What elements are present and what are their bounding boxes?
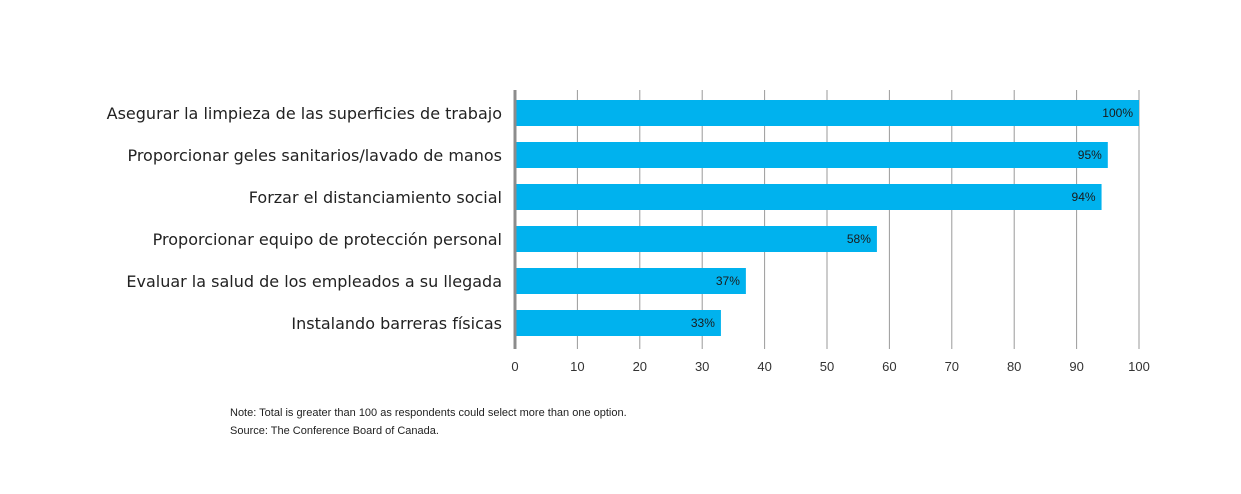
- value-labels: 100% 95% 94% 58% 37% 33%: [691, 106, 1133, 330]
- x-tick-label-80: 80: [1007, 359, 1021, 374]
- x-tick-label-50: 50: [820, 359, 834, 374]
- x-tick-label-60: 60: [882, 359, 896, 374]
- source-text: Source: The Conference Board of Canada.: [230, 425, 439, 437]
- x-tick-labels: 0 10 20 30 40 50 60 70 80 90 100: [511, 359, 1149, 374]
- bars: [515, 100, 1139, 336]
- x-tick-label-40: 40: [757, 359, 771, 374]
- value-label-2: 94%: [1072, 190, 1096, 204]
- gridlines: [576, 90, 1140, 349]
- category-label-3: Proporcionar equipo de protección person…: [153, 230, 502, 249]
- value-label-5: 33%: [691, 316, 715, 330]
- bar-0: [515, 100, 1139, 126]
- category-label-2: Forzar el distanciamiento social: [249, 188, 502, 207]
- value-label-4: 37%: [716, 274, 740, 288]
- x-tick-label-20: 20: [633, 359, 647, 374]
- category-label-0: Asegurar la limpieza de las superficies …: [107, 104, 502, 123]
- category-label-4: Evaluar la salud de los empleados a su l…: [126, 272, 502, 291]
- bar-chart: Asegurar la limpieza de las superficies …: [107, 90, 1150, 374]
- x-tick-label-10: 10: [570, 359, 584, 374]
- x-tick-label-70: 70: [945, 359, 959, 374]
- bar-1: [515, 142, 1108, 168]
- x-tick-label-100: 100: [1128, 359, 1150, 374]
- value-label-3: 58%: [847, 232, 871, 246]
- bar-3: [515, 226, 877, 252]
- bar-2: [515, 184, 1102, 210]
- x-tick-label-90: 90: [1069, 359, 1083, 374]
- x-tick-label-30: 30: [695, 359, 709, 374]
- note-text: Note: Total is greater than 100 as respo…: [230, 407, 627, 419]
- bar-4: [515, 268, 746, 294]
- category-label-5: Instalando barreras físicas: [291, 314, 502, 333]
- value-label-0: 100%: [1102, 106, 1133, 120]
- value-label-1: 95%: [1078, 148, 1102, 162]
- chart-notes: Note: Total is greater than 100 as respo…: [230, 404, 627, 440]
- bar-5: [515, 310, 721, 336]
- x-tick-label-0: 0: [511, 359, 518, 374]
- category-labels: Asegurar la limpieza de las superficies …: [107, 104, 502, 333]
- category-label-1: Proporcionar geles sanitarios/lavado de …: [127, 146, 502, 165]
